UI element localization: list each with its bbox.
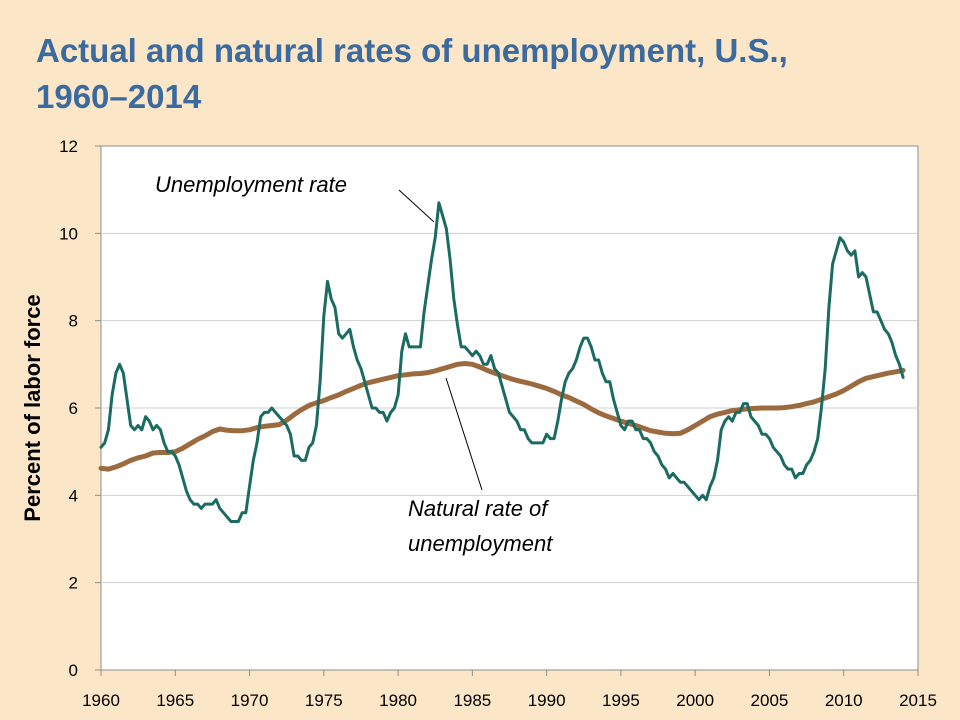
x-tick-label: 1995 (602, 691, 640, 710)
y-tick-label: 10 (59, 224, 78, 243)
y-axis-title: Percent of labor force (20, 294, 45, 521)
natural-rate-line (98, 361, 906, 472)
unemployment-rate-series (99, 201, 905, 523)
slide-title-line-1: Actual and natural rates of unemployment… (36, 32, 788, 69)
x-tick-label: 2000 (676, 691, 714, 710)
unemployment-rate-label: Unemployment rate (155, 172, 347, 197)
annotations: Unemployment rate Natural rate of unempl… (155, 172, 553, 556)
x-tick-label: 2015 (899, 691, 937, 710)
y-tick-label: 4 (69, 486, 78, 505)
y-tick-label: 12 (59, 137, 78, 156)
x-tick-label: 1990 (528, 691, 566, 710)
unemployment-rate-leader-line (398, 189, 435, 223)
x-tick-label: 2005 (751, 691, 789, 710)
natural-rate-leader-line (445, 377, 483, 491)
y-tick-label: 6 (69, 399, 78, 418)
y-tick-label: 0 (69, 661, 78, 680)
x-tick-label: 1960 (82, 691, 120, 710)
unemployment-rate-line (99, 201, 905, 523)
slide-title: Actual and natural rates of unemployment… (36, 28, 936, 120)
y-tick-label: 8 (69, 312, 78, 331)
natural-rate-label-line-2: unemployment (408, 531, 553, 556)
natural-rate-label-line-1: Natural rate of (408, 496, 550, 521)
natural-rate-series (98, 361, 906, 472)
x-tick-label: 1970 (231, 691, 269, 710)
axes: 0 2 4 6 8 10 12 1960 1965 1970 1975 1980 1985 1990 199… (59, 137, 937, 710)
slide-title-line-2: 1960–2014 (36, 78, 202, 115)
y-tick-label: 2 (69, 574, 78, 593)
x-tick-label: 1980 (379, 691, 417, 710)
x-tick-label: 1975 (305, 691, 343, 710)
x-tick-label: 1965 (156, 691, 194, 710)
x-tick-label: 2010 (825, 691, 863, 710)
x-tick-label: 1985 (453, 691, 491, 710)
